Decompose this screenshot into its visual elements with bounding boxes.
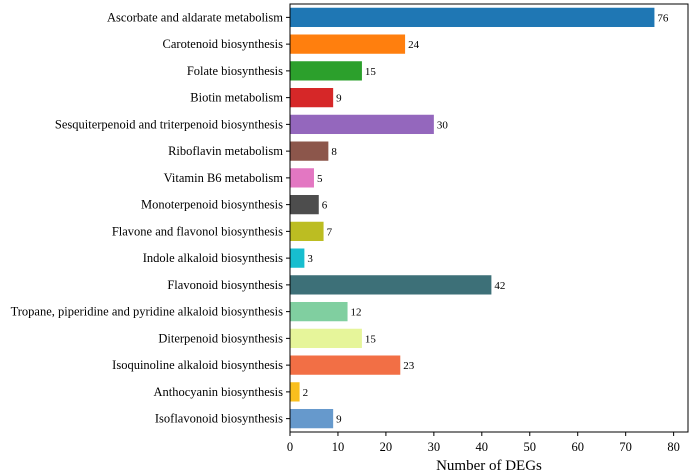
value-label: 23: [403, 360, 415, 372]
value-label: 2: [303, 387, 309, 399]
value-label: 12: [351, 307, 362, 319]
x-tick-label: 70: [619, 440, 632, 454]
bar: [290, 168, 314, 188]
value-labels: 76 24 15 9 30 8 5 6 7 3 42 12 15 23 2 9: [303, 12, 669, 425]
category-label: Indole alkaloid biosynthesis: [143, 251, 283, 265]
value-label: 30: [437, 119, 449, 131]
value-label: 24: [408, 39, 420, 51]
value-label: 76: [657, 12, 669, 24]
bar: [290, 382, 300, 402]
x-tick-label: 30: [428, 440, 441, 454]
value-label: 6: [322, 200, 328, 212]
category-labels: Ascorbate and aldarate metabolism Caroten…: [11, 10, 290, 426]
category-label: Riboflavin metabolism: [168, 144, 283, 158]
x-tick-label: 10: [332, 440, 345, 454]
value-label: 15: [365, 333, 377, 345]
x-tick-label: 60: [571, 440, 584, 454]
category-label: Flavonoid biosynthesis: [167, 278, 283, 292]
category-label: Flavone and flavonol biosynthesis: [112, 224, 283, 238]
x-tick-label: 40: [476, 440, 489, 454]
x-axis-ticks: 0 10 20 30 40 50 60 70 80: [287, 432, 680, 454]
value-label: 9: [336, 414, 342, 426]
category-label: Isoquinoline alkaloid biosynthesis: [112, 358, 283, 372]
value-label: 42: [494, 280, 505, 292]
value-label: 3: [307, 253, 313, 265]
value-label: 5: [317, 173, 323, 185]
bar: [290, 114, 434, 135]
category-label: Anthocyanin biosynthesis: [153, 385, 283, 399]
x-tick-label: 0: [287, 440, 293, 454]
value-label: 9: [336, 93, 342, 105]
x-tick-label: 20: [380, 440, 393, 454]
category-label: Carotenoid biosynthesis: [163, 37, 284, 51]
bars-group: [290, 7, 655, 429]
value-label: 15: [365, 66, 377, 78]
category-label: Diterpenoid biosynthesis: [158, 331, 283, 345]
bar: [290, 194, 319, 215]
bar: [290, 328, 362, 349]
bar: [290, 141, 329, 161]
bar: [290, 221, 324, 242]
bar: [290, 61, 362, 81]
category-label: Vitamin B6 metabolism: [164, 171, 284, 185]
bar: [290, 7, 655, 28]
x-axis-title: Number of DEGs: [436, 458, 542, 474]
category-label: Tropane, piperidine and pyridine alkaloi…: [11, 305, 284, 319]
category-label: Ascorbate and aldarate metabolism: [107, 10, 283, 24]
bar: [290, 408, 334, 429]
plot-frame: [289, 3, 689, 433]
category-label: Isoflavonoid biosynthesis: [155, 412, 283, 426]
value-label: 7: [327, 226, 333, 238]
category-label: Monoterpenoid biosynthesis: [141, 198, 283, 212]
bar: [290, 301, 348, 322]
category-label: Folate biosynthesis: [187, 64, 283, 78]
category-label: Sesquiterpenoid and triterpenoid biosynt…: [55, 117, 283, 131]
bar: [290, 275, 492, 295]
bar: [290, 248, 305, 268]
bar: [290, 355, 401, 375]
x-tick-label: 50: [524, 440, 537, 454]
category-label: Biotin metabolism: [190, 91, 283, 105]
bar: [290, 87, 334, 108]
bar: [290, 34, 406, 54]
value-label: 8: [331, 146, 337, 158]
x-tick-label: 80: [667, 440, 680, 454]
